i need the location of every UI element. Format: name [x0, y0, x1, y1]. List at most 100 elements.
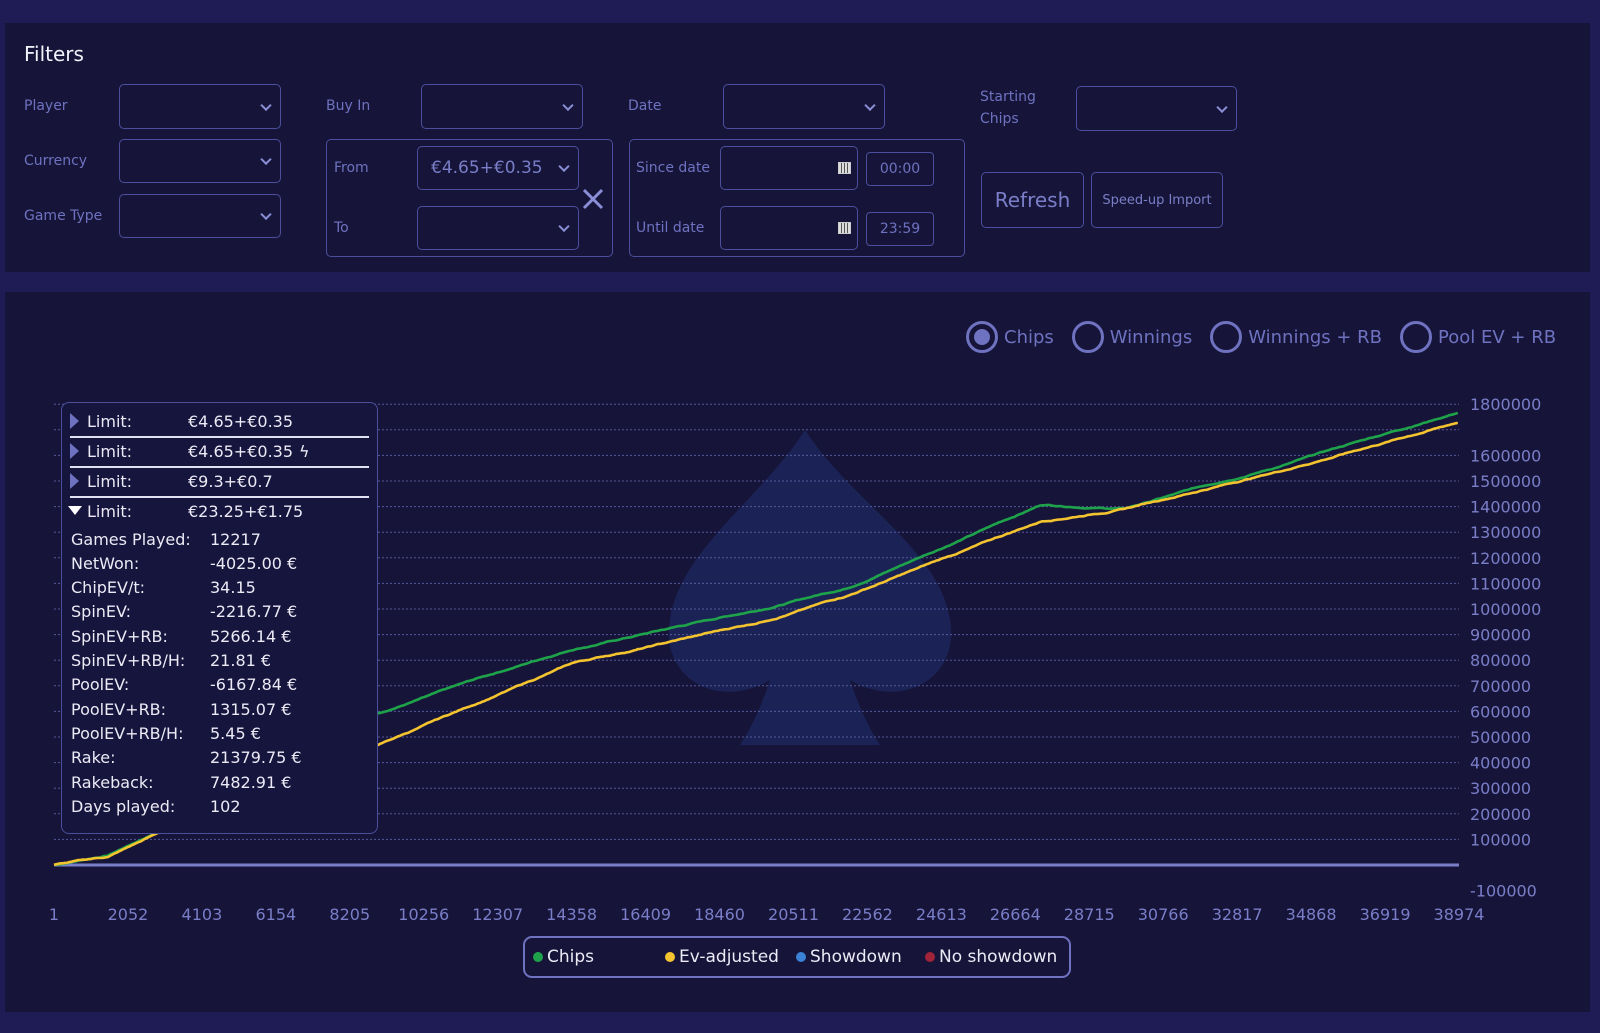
caret-right-icon[interactable]: [70, 413, 79, 429]
radio-label: Winnings + RB: [1248, 326, 1383, 348]
stat-value: 5266.14 €: [210, 626, 292, 646]
chart: 1800000160000015000001400000130000012000…: [49, 395, 1541, 924]
stat-label: SpinEV+RB:: [71, 626, 168, 646]
calendar-icon[interactable]: [838, 222, 851, 234]
until-date-label: Until date: [636, 220, 705, 236]
starting-chips-label-2: Chips: [980, 111, 1019, 127]
from-select[interactable]: €4.65+€0.35: [417, 146, 579, 190]
starting-chips-label: Starting: [980, 89, 1036, 105]
starting-chips-select[interactable]: [1076, 86, 1237, 131]
calendar-icon[interactable]: [838, 162, 851, 174]
radio-circle-icon[interactable]: [1071, 321, 1104, 353]
legend-item[interactable]: No showdown: [925, 947, 1057, 967]
legend-dot-icon: [796, 952, 806, 962]
stats-tooltip: Limit: €4.65+€0.35 Limit: €4.65+€0.35 ϟ Limit…: [61, 402, 378, 834]
radio-pool-ev-rb[interactable]: Pool EV + RB: [1400, 321, 1556, 353]
x-tick-label: 14358: [546, 905, 597, 924]
radio-winnings-rb[interactable]: Winnings + RB: [1210, 321, 1382, 353]
since-date-label: Since date: [636, 160, 710, 176]
divider: [70, 466, 369, 468]
divider: [70, 496, 369, 498]
refresh-button[interactable]: Refresh: [981, 172, 1084, 228]
since-date-input[interactable]: [720, 146, 858, 190]
caret-right-icon[interactable]: [70, 443, 79, 459]
stat-label: Games Played:: [71, 529, 191, 549]
chevron-down-icon: [260, 208, 272, 221]
y-tick-label: 1500000: [1470, 472, 1541, 491]
until-time-input[interactable]: 23:59: [866, 212, 934, 246]
legend-item[interactable]: Showdown: [796, 947, 902, 967]
limit-label: Limit:: [87, 471, 133, 491]
y-tick-label: 100000: [1470, 830, 1531, 849]
stat-value: -2216.77 €: [210, 602, 298, 622]
limit-row[interactable]: Limit: €4.65+€0.35: [70, 407, 369, 435]
radio-winnings[interactable]: Winnings: [1071, 321, 1193, 353]
y-tick-label: 800000: [1470, 651, 1531, 670]
caret-right-icon[interactable]: [70, 473, 79, 489]
legend-dot-icon: [533, 952, 543, 962]
y-tick-label: 1400000: [1470, 498, 1541, 517]
to-select[interactable]: [417, 206, 579, 250]
legend-item[interactable]: Ev-adjusted: [665, 947, 779, 967]
stat-value: 7482.91 €: [210, 772, 292, 792]
stat-value: -4025.00 €: [210, 553, 298, 573]
until-date-input[interactable]: [720, 206, 858, 250]
player-select[interactable]: [119, 84, 281, 129]
legend-dot-icon: [665, 952, 675, 962]
stat-value: 5.45 €: [210, 723, 261, 743]
radio-circle-icon[interactable]: [1400, 321, 1433, 353]
legend-label: Showdown: [810, 947, 902, 967]
x-tick-label: 22562: [842, 905, 893, 924]
chevron-down-icon: [558, 160, 570, 173]
y-tick-label: 400000: [1470, 754, 1531, 773]
x-tick-label: 4103: [182, 905, 223, 924]
from-value: €4.65+€0.35: [431, 158, 543, 178]
stat-row: SpinEV+RB/H: 21.81 €: [71, 649, 271, 673]
x-tick-label: 36919: [1360, 905, 1411, 924]
currency-select[interactable]: [119, 139, 281, 183]
limit-row[interactable]: Limit: €23.25+€1.75: [68, 497, 369, 525]
x-tick-label: 8205: [329, 905, 370, 924]
date-select[interactable]: [723, 84, 885, 129]
clear-range-icon[interactable]: [582, 188, 604, 210]
stat-value: 12217: [210, 529, 261, 549]
game-type-label: Game Type: [24, 208, 103, 224]
limit-label: Limit:: [87, 411, 133, 431]
limit-value: €23.25+€1.75: [188, 501, 304, 521]
limit-row[interactable]: Limit: €4.65+€0.35 ϟ: [70, 437, 369, 465]
player-label: Player: [24, 98, 68, 114]
x-tick-label: 30766: [1138, 905, 1189, 924]
caret-down-icon[interactable]: [68, 506, 82, 515]
radio-label: Winnings: [1109, 326, 1193, 348]
y-tick-label: 1200000: [1470, 549, 1541, 568]
stat-row: Rakeback: 7482.91 €: [71, 770, 291, 794]
stat-row: Days played: 102: [71, 794, 241, 818]
stat-label: SpinEV+RB/H:: [71, 651, 186, 670]
stat-label: Rake:: [71, 748, 116, 768]
y-tick-label: 1800000: [1470, 395, 1541, 414]
radio-circle-icon[interactable]: [966, 321, 998, 353]
legend-item[interactable]: Chips: [533, 947, 594, 967]
x-tick-label: 1: [49, 905, 59, 924]
y-tick-label: 700000: [1470, 677, 1531, 696]
y-tick-label: 1600000: [1470, 446, 1541, 465]
stat-row: NetWon: -4025.00 €: [71, 551, 297, 575]
stat-label: PoolEV+RB:: [71, 699, 167, 719]
x-tick-label: 32817: [1212, 905, 1263, 924]
x-tick-label: 16409: [620, 905, 671, 924]
since-time-input[interactable]: 00:00: [866, 152, 934, 186]
stat-row: PoolEV+RB: 1315.07 €: [71, 697, 291, 721]
limit-value: €4.65+€0.35: [188, 411, 294, 431]
speed-up-import-button[interactable]: Speed-up Import: [1091, 172, 1223, 228]
limit-row[interactable]: Limit: €9.3+€0.7: [70, 467, 369, 495]
radio-circle-icon[interactable]: [1210, 321, 1243, 353]
radio-chips[interactable]: Chips: [966, 321, 1054, 353]
buy-in-select[interactable]: [421, 84, 583, 129]
chevron-down-icon: [558, 220, 570, 233]
stat-label: NetWon:: [71, 553, 140, 573]
x-tick-label: 26664: [990, 905, 1041, 924]
y-tick-label: -100000: [1470, 882, 1537, 901]
x-tick-label: 18460: [694, 905, 745, 924]
legend-label: Chips: [547, 947, 595, 967]
game-type-select[interactable]: [119, 194, 281, 238]
